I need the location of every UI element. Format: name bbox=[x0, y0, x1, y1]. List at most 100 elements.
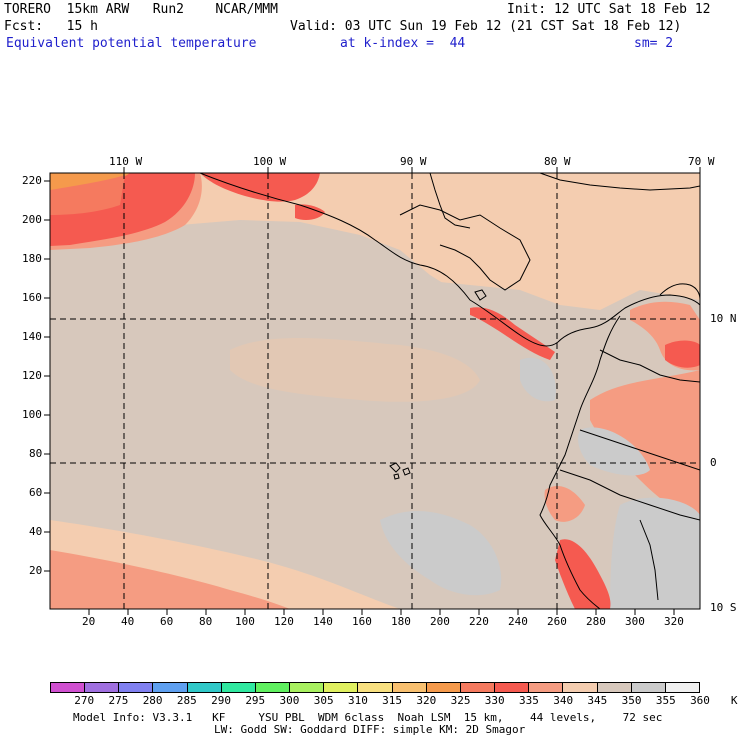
hot-costa-rica bbox=[470, 307, 555, 360]
axis-ticks bbox=[44, 167, 701, 615]
x-tick-label: 220 bbox=[469, 615, 489, 628]
cool-pocket-gulf bbox=[520, 357, 556, 402]
legend-label: 360 bbox=[690, 694, 710, 707]
hot-coast-mexico bbox=[200, 173, 320, 202]
x-tick-label: 120 bbox=[274, 615, 294, 628]
x-tick-label: 300 bbox=[625, 615, 645, 628]
legend-label: 325 bbox=[450, 694, 471, 707]
legend-label: 335 bbox=[519, 694, 539, 707]
legend-label: 310 bbox=[347, 694, 368, 707]
south-america-coast bbox=[539, 315, 621, 609]
legend-swatch bbox=[85, 683, 120, 692]
central-field bbox=[50, 220, 700, 609]
galapagos-islands bbox=[389, 462, 411, 480]
colombia-border bbox=[599, 349, 700, 383]
legend-swatch bbox=[221, 683, 256, 692]
x-tick-label: 160 bbox=[352, 615, 372, 628]
warm-band-southwest-inner bbox=[50, 550, 290, 609]
hot-patch-mexico bbox=[295, 204, 325, 220]
x-tick-label: 40 bbox=[121, 615, 135, 628]
model-info: Model Info: V3.3.1 KF YSU PBL WDM 6class… bbox=[73, 711, 663, 724]
legend-label: 345 bbox=[587, 694, 608, 707]
legend-swatch bbox=[358, 683, 393, 692]
map-frame bbox=[49, 172, 701, 610]
lon-label-100w: 100 W bbox=[253, 155, 287, 168]
central-america-caribbean bbox=[399, 204, 531, 291]
legend-swatch bbox=[495, 683, 530, 692]
warm-ecuador bbox=[544, 485, 585, 522]
lon-label-70w: 70 W bbox=[688, 155, 715, 168]
x-tick-label: 100 bbox=[235, 615, 255, 628]
x-tick-label: 60 bbox=[160, 615, 174, 628]
legend-label: 285 bbox=[176, 694, 197, 707]
cool-pocket-galapagos bbox=[380, 510, 502, 596]
pacific-coastline bbox=[199, 173, 700, 347]
y-tick-label: 60 bbox=[29, 486, 43, 499]
legend-swatch bbox=[426, 683, 461, 692]
warm-amazon bbox=[590, 370, 700, 520]
legend-swatch bbox=[392, 683, 427, 692]
model-run-title: TORERO 15km ARW Run2 NCAR/MMM bbox=[4, 2, 278, 17]
legend-swatch bbox=[187, 683, 222, 692]
lake-nicaragua bbox=[474, 289, 487, 301]
lon-label-80w: 80 W bbox=[544, 155, 571, 168]
legend-label: 305 bbox=[313, 694, 334, 707]
x-tick-label: 240 bbox=[508, 615, 528, 628]
x-tick-label: 80 bbox=[199, 615, 213, 628]
legend-swatch bbox=[597, 683, 632, 692]
legend-label: 350 bbox=[621, 694, 642, 707]
caribbean-islands bbox=[539, 173, 700, 191]
legend-label: 300 bbox=[279, 694, 300, 707]
legend-swatch bbox=[529, 683, 564, 692]
legend-swatch bbox=[290, 683, 325, 692]
y-tick-label: 180 bbox=[22, 252, 42, 265]
legend-swatch bbox=[153, 683, 188, 692]
y-tick-label: 20 bbox=[29, 564, 43, 577]
x-tick-label: 200 bbox=[430, 615, 450, 628]
hot-blob-nw-mid bbox=[50, 175, 125, 215]
forecast-hour: Fcst: 15 h bbox=[4, 19, 98, 34]
physics-info: LW: Godd SW: Goddard DIFF: simple KM: 2D… bbox=[214, 723, 526, 736]
legend-label: 320 bbox=[416, 694, 437, 707]
legend-label: K bbox=[730, 694, 738, 707]
y-tick-label: 120 bbox=[22, 369, 42, 382]
y-tick-label: 220 bbox=[22, 174, 42, 187]
level-index: at k-index = 44 bbox=[340, 36, 466, 51]
lon-label-110w: 110 W bbox=[109, 155, 143, 168]
x-tick-label: 320 bbox=[664, 615, 684, 628]
smoothing-value: sm= 2 bbox=[634, 36, 674, 51]
lat-label-10s: 10 S bbox=[710, 601, 737, 614]
y-tick-label: 140 bbox=[22, 330, 42, 343]
central-warm-patch bbox=[230, 338, 480, 402]
valid-time: Valid: 03 UTC Sun 19 Feb 12 (21 CST Sat … bbox=[290, 19, 682, 34]
legend-label: 295 bbox=[245, 694, 266, 707]
theta-e-field bbox=[50, 173, 700, 609]
legend-label: 330 bbox=[484, 694, 505, 707]
legend-swatch bbox=[563, 683, 598, 692]
legend-swatch bbox=[51, 683, 86, 692]
x-tick-label: 20 bbox=[82, 615, 96, 628]
legend-label: 275 bbox=[108, 694, 129, 707]
color-legend bbox=[50, 682, 700, 693]
cool-pocket-southeast bbox=[610, 497, 700, 609]
bolivia-border bbox=[639, 519, 659, 601]
yucatan-coast bbox=[429, 173, 471, 229]
legend-label: 290 bbox=[211, 694, 231, 707]
venezuela-coast bbox=[659, 283, 700, 301]
legend-label: 355 bbox=[655, 694, 676, 707]
legend-swatch bbox=[665, 683, 699, 692]
x-tick-label: 180 bbox=[391, 615, 411, 628]
x-tick-label: 140 bbox=[313, 615, 333, 628]
legend-label: 340 bbox=[553, 694, 574, 707]
coastlines bbox=[199, 173, 700, 609]
field-name: Equivalent potential temperature bbox=[6, 36, 257, 51]
hot-colombia bbox=[665, 340, 700, 368]
legend-swatch bbox=[119, 683, 154, 692]
y-tick-label: 40 bbox=[29, 525, 43, 538]
peru-border bbox=[559, 469, 700, 521]
hot-peru bbox=[555, 539, 611, 609]
legend-swatch bbox=[255, 683, 291, 692]
x-tick-label: 280 bbox=[586, 615, 606, 628]
y-tick-label: 160 bbox=[22, 291, 42, 304]
